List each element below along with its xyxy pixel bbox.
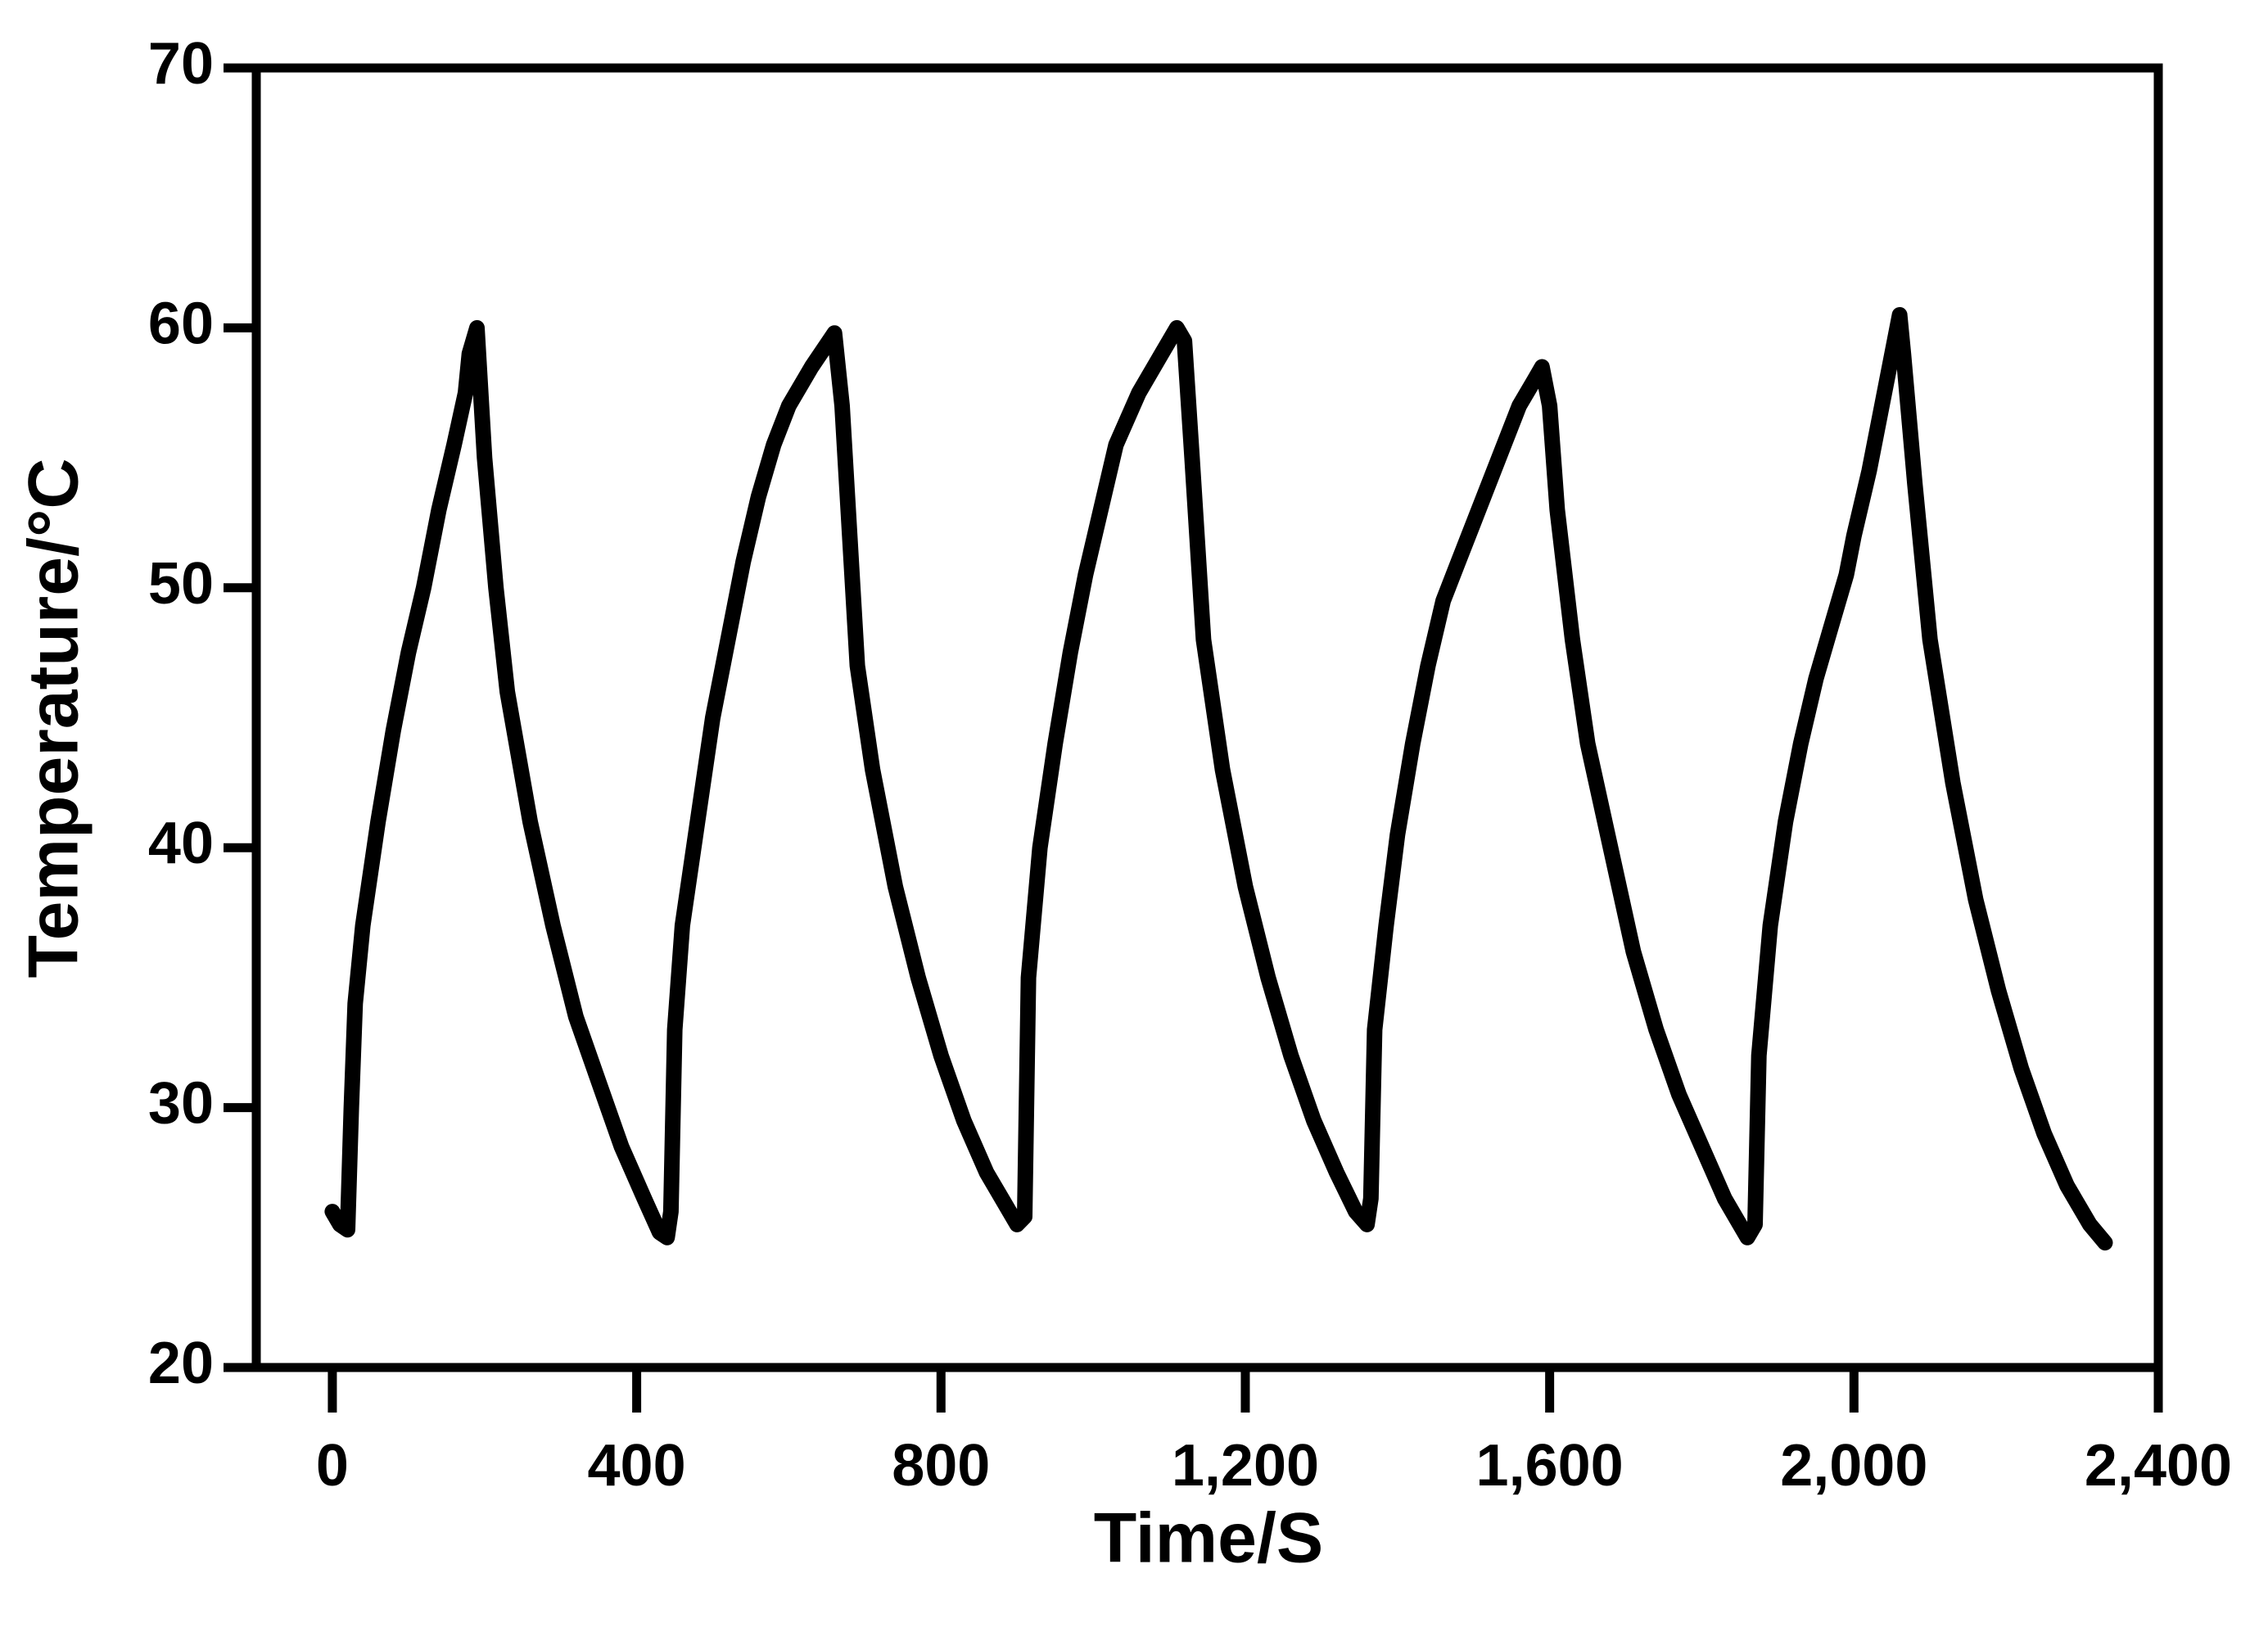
y-tick-label: 60 (148, 291, 214, 356)
y-tick-label: 20 (148, 1331, 214, 1396)
x-tick-label: 1,200 (1172, 1433, 1319, 1499)
x-tick-label: 2,000 (1780, 1433, 1927, 1499)
x-tick-label: 0 (316, 1433, 349, 1499)
x-tick-label: 2,400 (2085, 1433, 2232, 1499)
plot-frame (251, 63, 2163, 1372)
x-tick-label: 800 (892, 1433, 990, 1499)
y-tick-label: 40 (148, 811, 214, 876)
data-line (324, 307, 2113, 1251)
y-tick-label: 30 (148, 1071, 214, 1137)
y-axis-title: Temperature/°C (15, 459, 93, 979)
x-tick-label: 1,600 (1476, 1433, 1624, 1499)
y-tick-label: 70 (148, 31, 214, 97)
x-tick-label: 400 (588, 1433, 686, 1499)
x-axis-title: Time/S (1094, 1499, 1323, 1578)
y-tick-label: 50 (148, 551, 214, 617)
